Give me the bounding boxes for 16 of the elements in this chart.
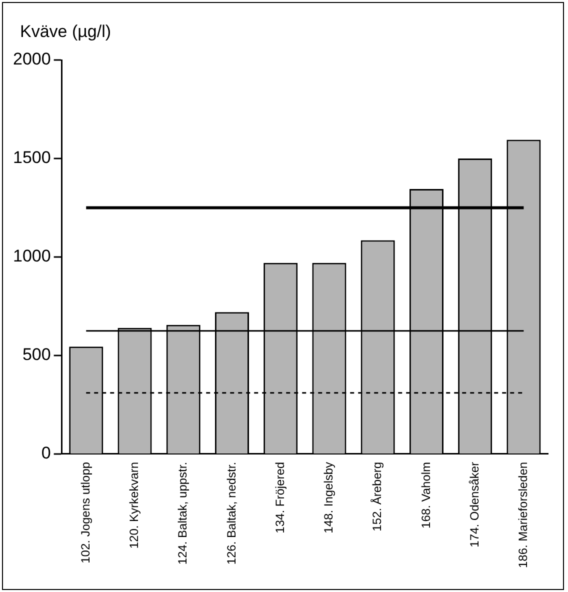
x-tick-label: 134. Fröjered <box>272 462 287 534</box>
x-tick-label: 148. Ingelsby <box>322 462 336 534</box>
y-tick-label: 1500 <box>12 148 51 168</box>
x-tick-label: 152. Åreberg <box>370 462 384 532</box>
y-tick-label: 1000 <box>12 246 51 266</box>
x-tick-label: 174. Odensåker <box>467 462 482 548</box>
x-tick-label: 168. Vaholm <box>418 462 433 528</box>
x-tick-label: 186. Marieforsleden <box>516 462 530 568</box>
y-tick-label: 2000 <box>12 50 51 69</box>
x-tick-label: 102. Jogens utlopp <box>78 462 92 564</box>
y-tick-label: 500 <box>22 345 51 364</box>
y-tick-label: 0 <box>41 444 51 463</box>
y-axis-title: Kväve (µg/l) <box>20 22 112 42</box>
x-tick-label: 124. Baltak, uppstr. <box>176 462 190 565</box>
x-tick-label: 126. Baltak, nedstr. <box>224 462 238 565</box>
x-tick-label: 120. Kyrkekvarn <box>127 462 142 549</box>
